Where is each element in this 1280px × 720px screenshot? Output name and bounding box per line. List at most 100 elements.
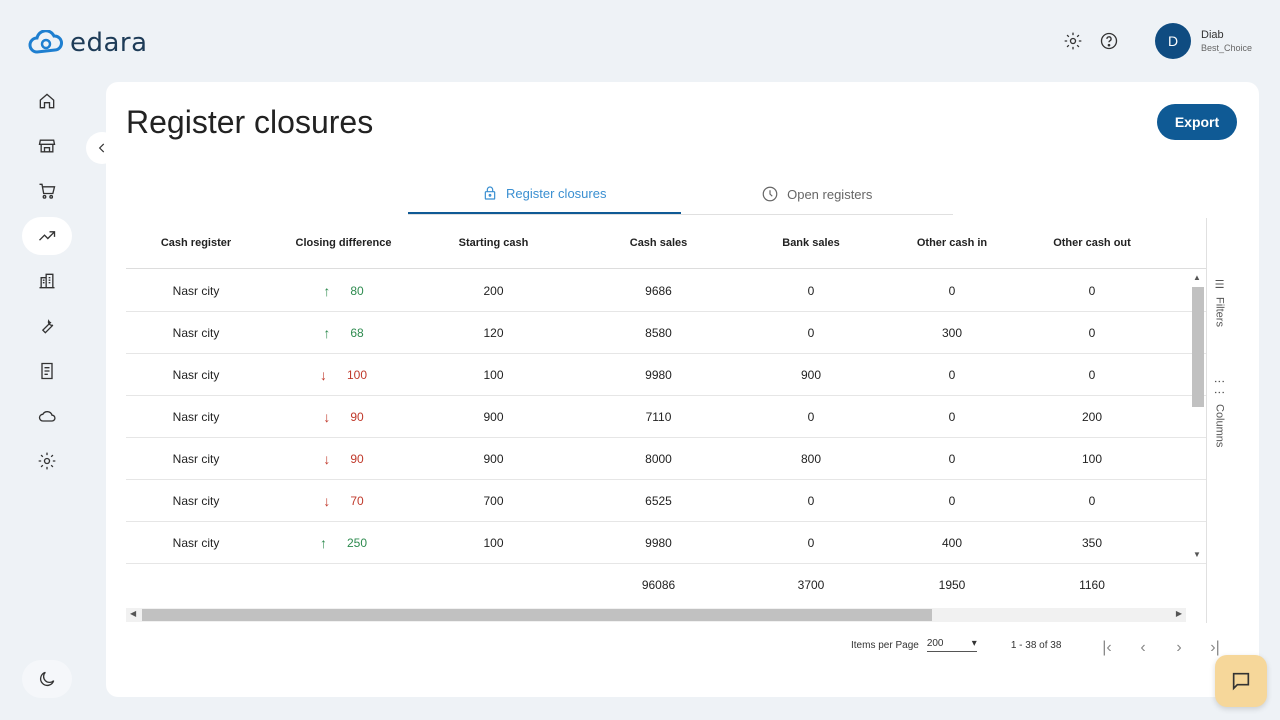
sidebar-item-analytics[interactable] <box>22 217 72 255</box>
grid-side-panel: ☰ Filters ⋮⋮ Columns <box>1206 218 1236 623</box>
total-other-cash-in: 1950 <box>938 578 966 592</box>
sidebar-item-home[interactable] <box>22 82 72 120</box>
starting-cash-cell: 900 <box>483 410 504 424</box>
table-row[interactable]: Nasr city ↓ 90 900 8000 800 0 100 <box>126 438 1206 480</box>
sidebar-item-documents[interactable] <box>22 352 72 390</box>
table-row[interactable]: Nasr city ↓ 70 700 6525 0 0 0 <box>126 480 1206 522</box>
dark-mode-toggle[interactable] <box>22 660 72 698</box>
arrow-up-icon: ↑ <box>323 283 331 299</box>
closing-difference-cell: ↓ 90 <box>276 396 411 438</box>
arrow-up-icon: ↑ <box>319 535 327 551</box>
filters-panel-button[interactable]: ☰ Filters <box>1213 278 1226 327</box>
other-cash-in-cell: 0 <box>948 284 956 298</box>
settings-gear-icon[interactable] <box>1062 30 1084 52</box>
horizontal-scrollbar[interactable]: ◀ ▶ <box>126 608 1186 622</box>
starting-cash-cell: 120 <box>483 326 504 340</box>
tab-register-closures[interactable]: Register closures <box>408 174 681 214</box>
vertical-scrollbar[interactable]: ▲ ▼ <box>1190 271 1204 561</box>
scroll-up-arrow-icon[interactable]: ▲ <box>1193 273 1201 282</box>
sidebar-item-store[interactable] <box>22 127 72 165</box>
scroll-down-arrow-icon[interactable]: ▼ <box>1193 550 1201 559</box>
sidebar-item-tools[interactable] <box>22 307 72 345</box>
starting-cash-cell: 100 <box>483 536 504 550</box>
columns-label: Columns <box>1213 404 1226 448</box>
cloud-icon <box>38 411 56 422</box>
user-menu[interactable]: D Diab Best_Choice <box>1155 23 1252 59</box>
other-cash-in-cell: 400 <box>941 536 963 550</box>
table-row[interactable]: Nasr city ↑ 250 100 9980 0 400 350 <box>126 522 1206 564</box>
closing-difference-cell: ↓ 70 <box>276 480 411 522</box>
cash-register-cell: Nasr city <box>172 326 220 340</box>
other-cash-in-cell: 0 <box>948 410 956 424</box>
other-cash-out-cell: 0 <box>1088 368 1096 382</box>
cash-sales-cell: 9686 <box>645 284 672 298</box>
cash-register-cell: Nasr city <box>172 368 220 382</box>
cash-sales-cell: 6525 <box>645 494 672 508</box>
avatar[interactable]: D <box>1155 23 1191 59</box>
starting-cash-cell: 100 <box>483 368 504 382</box>
next-page-icon[interactable]: › <box>1176 639 1182 656</box>
table-row[interactable]: Nasr city ↓ 100 100 9980 900 0 0 <box>126 354 1206 396</box>
closing-difference-cell: ↑ 80 <box>276 270 411 312</box>
collapse-sidebar-button[interactable] <box>86 132 118 164</box>
tab-bar: Register closures Open registers <box>408 174 953 215</box>
tab-label: Open registers <box>787 186 873 202</box>
export-button[interactable]: Export <box>1157 104 1237 140</box>
cash-register-cell: Nasr city <box>172 494 220 508</box>
moon-icon <box>39 671 55 687</box>
other-cash-in-cell: 0 <box>948 452 956 466</box>
column-header[interactable]: Cash sales <box>629 237 688 249</box>
lock-icon <box>484 186 496 200</box>
arrow-up-icon: ↑ <box>323 325 331 341</box>
table-row[interactable]: Nasr city ↑ 80 200 9686 0 0 0 <box>126 270 1206 312</box>
sidebar-item-cart[interactable] <box>22 172 72 210</box>
cart-icon <box>39 183 56 199</box>
filters-label: Filters <box>1213 297 1226 327</box>
cloud-logo-icon <box>28 30 63 54</box>
sidebar-item-cloud[interactable] <box>22 397 72 435</box>
column-header[interactable]: Other cash out <box>1053 237 1131 249</box>
bank-sales-cell: 0 <box>807 410 815 424</box>
column-header[interactable]: Cash register <box>160 237 232 249</box>
closing-difference-value: 70 <box>350 494 364 508</box>
table-row[interactable]: Nasr city ↑ 68 120 8580 0 300 0 <box>126 312 1206 354</box>
other-cash-out-cell: 200 <box>1081 410 1103 424</box>
scroll-left-arrow-icon[interactable]: ◀ <box>130 609 137 618</box>
page-range: 1 - 38 of 38 <box>1010 639 1062 651</box>
closing-difference-cell: ↓ 90 <box>276 438 411 480</box>
columns-panel-button[interactable]: ⋮⋮ Columns <box>1213 376 1226 447</box>
bank-sales-cell: 0 <box>807 284 815 298</box>
horizontal-scroll-thumb[interactable] <box>142 609 932 621</box>
prev-page-icon[interactable]: ‹ <box>1140 639 1146 656</box>
logo[interactable]: edara <box>28 28 148 58</box>
scroll-right-arrow-icon[interactable]: ▶ <box>1175 609 1182 618</box>
column-header[interactable]: Bank sales <box>782 237 840 249</box>
other-cash-in-cell: 0 <box>948 494 956 508</box>
sidebar-item-settings[interactable] <box>22 442 72 480</box>
other-cash-out-cell: 0 <box>1088 284 1096 298</box>
vertical-scroll-thumb[interactable] <box>1192 287 1204 407</box>
tab-open-registers[interactable]: Open registers <box>681 174 954 214</box>
sidebar-item-buildings[interactable] <box>22 262 72 300</box>
closing-difference-cell: ↑ 250 <box>276 522 411 564</box>
column-header[interactable]: Starting cash <box>458 237 529 249</box>
closing-difference-cell: ↓ 100 <box>276 354 411 396</box>
first-page-icon[interactable]: |‹ <box>1102 639 1112 656</box>
column-header[interactable]: Closing difference <box>295 237 392 249</box>
last-page-icon[interactable]: ›| <box>1210 639 1220 656</box>
caret-down-icon: ▾ <box>971 638 977 649</box>
table-row[interactable]: Nasr city ↓ 90 900 7110 0 0 200 <box>126 396 1206 438</box>
total-cash-sales: 96086 <box>641 578 676 592</box>
totals-row: 96086 3700 1950 1160 <box>126 564 1206 606</box>
column-header[interactable]: Other cash in <box>916 237 988 249</box>
tab-label: Register closures <box>506 185 607 201</box>
chat-button[interactable] <box>1215 655 1267 707</box>
page-size-select[interactable]: 200 ▾ <box>926 638 977 652</box>
help-icon[interactable] <box>1098 30 1120 52</box>
other-cash-out-cell: 0 <box>1088 494 1096 508</box>
pagination: Items per Page 200 ▾ 1 - 38 of 38 <box>851 638 1061 652</box>
closing-difference-value: 90 <box>350 452 364 466</box>
cash-sales-cell: 8000 <box>645 452 672 466</box>
closing-difference-value: 250 <box>346 536 368 550</box>
document-icon <box>41 362 53 380</box>
